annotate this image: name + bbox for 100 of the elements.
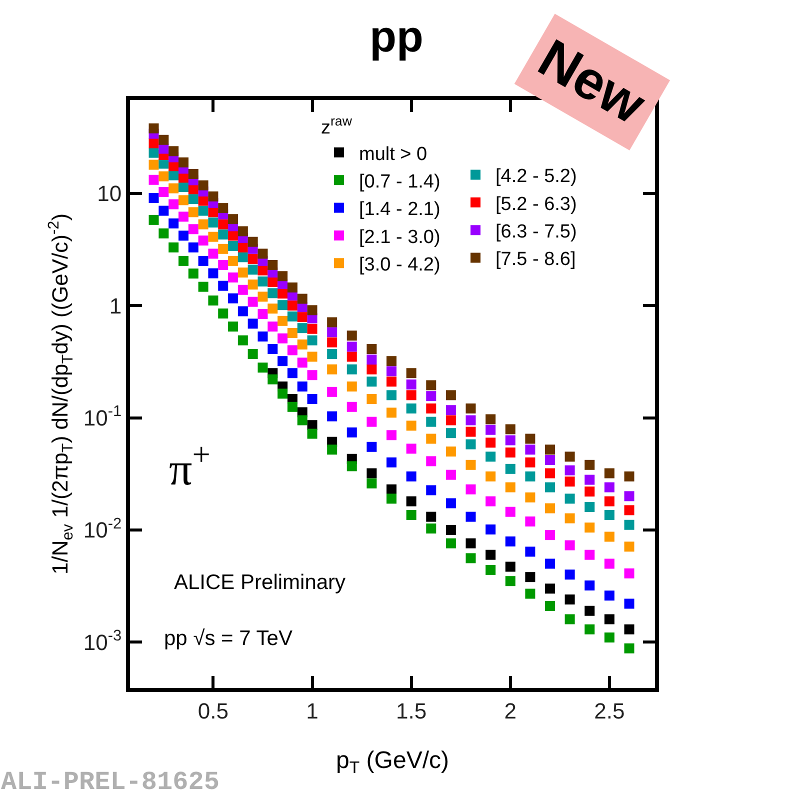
point bbox=[604, 532, 614, 542]
legend-label: [7.5 - 8.6] bbox=[496, 249, 576, 270]
point bbox=[238, 284, 248, 295]
point bbox=[466, 538, 476, 548]
point bbox=[446, 470, 456, 480]
point bbox=[564, 494, 575, 504]
point bbox=[366, 354, 377, 365]
point bbox=[426, 391, 436, 402]
point bbox=[297, 339, 308, 350]
point bbox=[505, 448, 516, 458]
point bbox=[258, 332, 268, 342]
point bbox=[178, 230, 188, 241]
point bbox=[426, 524, 436, 534]
point bbox=[278, 388, 288, 399]
point bbox=[287, 328, 298, 338]
point bbox=[218, 219, 228, 230]
point bbox=[624, 624, 634, 634]
point bbox=[208, 232, 218, 242]
point bbox=[346, 330, 357, 341]
point bbox=[218, 260, 228, 270]
point bbox=[624, 598, 634, 609]
point bbox=[525, 434, 536, 444]
point bbox=[406, 403, 416, 414]
point bbox=[545, 503, 555, 514]
point bbox=[188, 184, 198, 194]
x-tick-label: 1.5 bbox=[396, 698, 427, 724]
point bbox=[545, 558, 555, 569]
point bbox=[258, 309, 268, 320]
point bbox=[248, 254, 258, 264]
point bbox=[406, 420, 416, 431]
point bbox=[307, 420, 318, 430]
point bbox=[564, 594, 575, 604]
x-tick-label: 2 bbox=[504, 698, 517, 724]
point bbox=[327, 349, 338, 360]
point bbox=[386, 366, 397, 376]
point bbox=[426, 416, 436, 427]
point bbox=[238, 306, 248, 316]
point bbox=[406, 471, 416, 482]
legend-label: mult > 0 bbox=[359, 144, 428, 165]
point bbox=[346, 427, 357, 438]
point bbox=[198, 282, 208, 292]
point bbox=[287, 402, 298, 412]
point bbox=[604, 558, 614, 569]
point bbox=[584, 624, 595, 634]
point bbox=[228, 230, 238, 241]
point bbox=[466, 553, 476, 564]
point bbox=[307, 305, 318, 316]
point bbox=[486, 414, 496, 424]
point bbox=[446, 405, 456, 416]
point bbox=[346, 352, 357, 362]
point bbox=[327, 386, 338, 397]
point bbox=[307, 370, 318, 380]
point bbox=[188, 242, 198, 252]
legend-title: z$^{raw}$ bbox=[321, 114, 352, 139]
annotation: π$^{+}$ bbox=[169, 436, 210, 494]
point bbox=[327, 411, 338, 422]
point bbox=[525, 492, 536, 502]
point bbox=[486, 496, 496, 506]
point bbox=[208, 218, 218, 228]
point bbox=[297, 294, 308, 304]
y-tick-label: 1 bbox=[109, 293, 122, 318]
point bbox=[564, 465, 575, 476]
x-tick-label: 1 bbox=[306, 698, 318, 724]
point bbox=[604, 632, 614, 642]
point bbox=[505, 424, 516, 434]
point bbox=[148, 174, 159, 185]
point bbox=[158, 228, 169, 238]
point bbox=[148, 192, 159, 203]
point bbox=[505, 536, 516, 546]
point bbox=[466, 512, 476, 522]
point bbox=[307, 335, 318, 346]
point bbox=[148, 123, 159, 134]
point bbox=[386, 408, 397, 418]
point bbox=[366, 344, 377, 354]
point bbox=[604, 496, 614, 506]
point bbox=[446, 446, 456, 457]
point bbox=[624, 643, 634, 654]
point bbox=[386, 430, 397, 440]
point bbox=[188, 194, 198, 204]
point bbox=[268, 322, 278, 332]
point bbox=[624, 471, 634, 482]
point bbox=[268, 277, 278, 288]
point bbox=[307, 324, 318, 334]
point bbox=[366, 468, 377, 478]
point bbox=[584, 474, 595, 485]
x-tick-label: 0.5 bbox=[198, 698, 229, 724]
point bbox=[525, 516, 536, 526]
point bbox=[564, 614, 575, 624]
point bbox=[228, 256, 238, 266]
point bbox=[198, 236, 208, 246]
chart-title: pp bbox=[370, 12, 424, 62]
point bbox=[346, 364, 357, 374]
point bbox=[188, 168, 198, 179]
point bbox=[268, 288, 278, 298]
point bbox=[564, 452, 575, 462]
point bbox=[248, 264, 258, 275]
point bbox=[386, 494, 397, 504]
point bbox=[278, 356, 288, 366]
point bbox=[525, 588, 536, 599]
point bbox=[486, 452, 496, 462]
